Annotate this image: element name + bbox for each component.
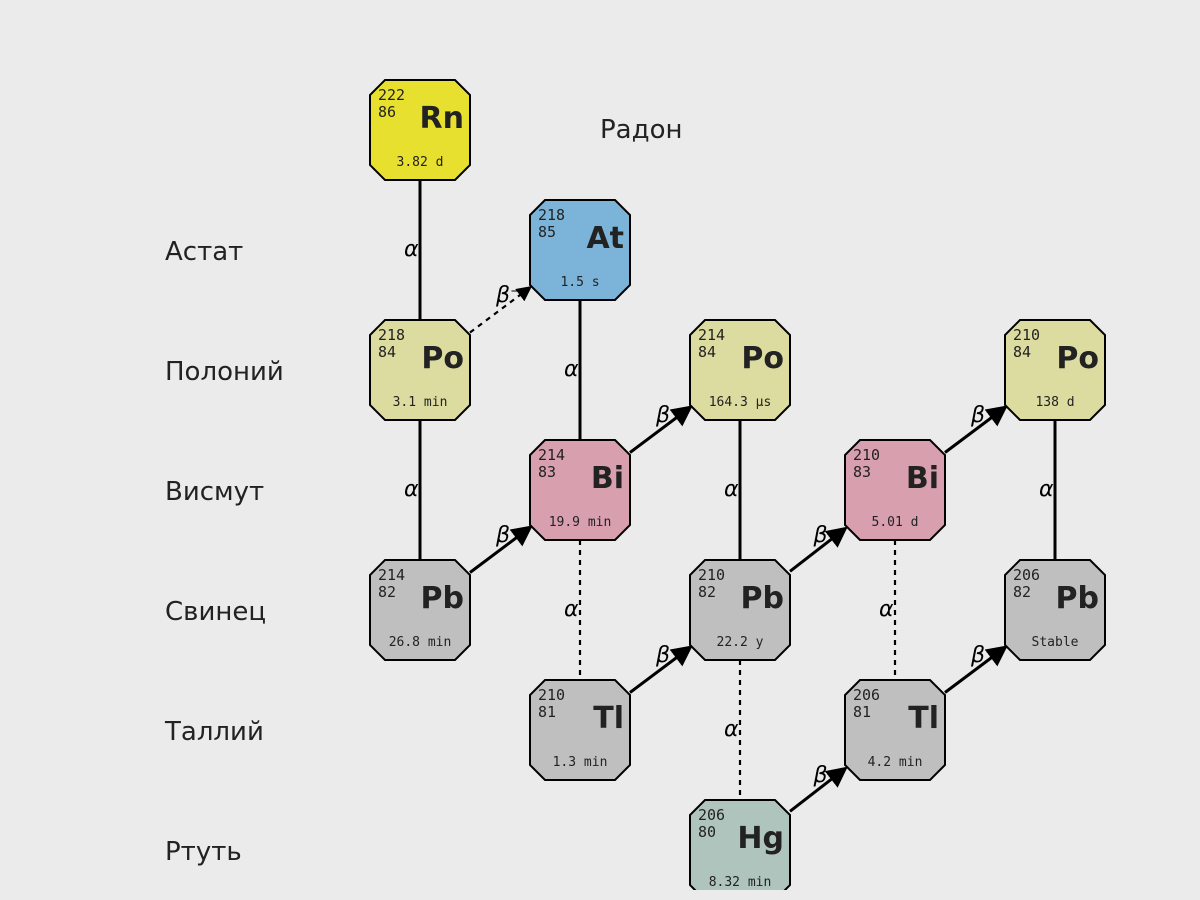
element-row-label: Радон bbox=[600, 115, 683, 145]
isotope-node-Tl210: 21081 Tl 1.3 min bbox=[530, 680, 630, 780]
atomic-number: 83 bbox=[538, 463, 556, 481]
mass-number: 210 bbox=[538, 686, 565, 704]
decay-label: α bbox=[404, 477, 419, 502]
diagram-card: α β⁻ α α β⁻ β⁻ α α β⁻ β⁻ β⁻ α α α β⁻ β⁻ 22286 Rn 3.82 d 21… bbox=[10, 10, 1190, 890]
element-symbol: Bi bbox=[906, 461, 939, 496]
decay-label: α bbox=[879, 597, 894, 622]
element-symbol: Po bbox=[1056, 341, 1099, 376]
atomic-number: 82 bbox=[378, 583, 396, 601]
decay-label: α bbox=[1039, 477, 1054, 502]
isotope-node-Hg206: 20680 Hg 8.32 min bbox=[690, 800, 790, 890]
element-symbol: Pb bbox=[421, 581, 464, 616]
mass-number: 214 bbox=[378, 566, 405, 584]
element-row-label: Свинец bbox=[165, 597, 266, 627]
half-life: 26.8 min bbox=[389, 635, 452, 650]
isotope-node-Bi214: 21483 Bi 19.9 min bbox=[530, 440, 630, 540]
element-symbol: Po bbox=[741, 341, 784, 376]
atomic-number: 84 bbox=[378, 343, 396, 361]
half-life: 3.82 d bbox=[397, 155, 444, 170]
atomic-number: 84 bbox=[1013, 343, 1031, 361]
atomic-number: 82 bbox=[698, 583, 716, 601]
mass-number: 210 bbox=[1013, 326, 1040, 344]
decay-label: α bbox=[564, 357, 579, 382]
decay-label: β⁻ bbox=[813, 763, 840, 788]
mass-number: 218 bbox=[378, 326, 405, 344]
atomic-number: 81 bbox=[538, 703, 556, 721]
mass-number: 206 bbox=[853, 686, 880, 704]
mass-number: 214 bbox=[698, 326, 725, 344]
decay-label: β⁻ bbox=[495, 283, 522, 308]
isotope-node-Po218: 21884 Po 3.1 min bbox=[370, 320, 470, 420]
element-symbol: Pb bbox=[741, 581, 784, 616]
atomic-number: 84 bbox=[698, 343, 716, 361]
element-symbol: Tl bbox=[908, 701, 939, 736]
half-life: 1.3 min bbox=[553, 755, 608, 770]
half-life: 4.2 min bbox=[868, 755, 923, 770]
atomic-number: 82 bbox=[1013, 583, 1031, 601]
half-life: 1.5 s bbox=[560, 275, 599, 290]
element-symbol: Pb bbox=[1056, 581, 1099, 616]
decay-label: β⁻ bbox=[813, 523, 840, 548]
atomic-number: 81 bbox=[853, 703, 871, 721]
decay-chain-svg: α β⁻ α α β⁻ β⁻ α α β⁻ β⁻ β⁻ α α α β⁻ β⁻ 22286 Rn 3.82 d 21… bbox=[10, 10, 1190, 890]
element-symbol: Tl bbox=[593, 701, 624, 736]
atomic-number: 83 bbox=[853, 463, 871, 481]
atomic-number: 85 bbox=[538, 223, 556, 241]
element-symbol: Hg bbox=[737, 821, 784, 856]
element-row-label: Висмут bbox=[165, 477, 264, 507]
element-symbol: At bbox=[586, 221, 624, 256]
isotope-node-At218: 21885 At 1.5 s bbox=[530, 200, 630, 300]
isotope-node-Bi210: 21083 Bi 5.01 d bbox=[845, 440, 945, 540]
decay-label: β⁻ bbox=[495, 523, 522, 548]
decay-label: α bbox=[724, 717, 739, 742]
half-life: 5.01 d bbox=[872, 515, 919, 530]
half-life: 19.9 min bbox=[549, 515, 612, 530]
isotope-node-Po210: 21084 Po 138 d bbox=[1005, 320, 1105, 420]
isotope-node-Pb214: 21482 Pb 26.8 min bbox=[370, 560, 470, 660]
isotope-node-Rn222: 22286 Rn 3.82 d bbox=[370, 80, 470, 180]
half-life: Stable bbox=[1032, 635, 1079, 650]
isotope-node-Pb206: 20682 Pb Stable bbox=[1005, 560, 1105, 660]
decay-label: β⁻ bbox=[970, 643, 997, 668]
element-symbol: Po bbox=[421, 341, 464, 376]
decay-label: β⁻ bbox=[655, 403, 682, 428]
half-life: 3.1 min bbox=[393, 395, 448, 410]
element-row-label: Полоний bbox=[165, 357, 284, 387]
mass-number: 214 bbox=[538, 446, 565, 464]
decay-label: α bbox=[724, 477, 739, 502]
decay-label: β⁻ bbox=[655, 643, 682, 668]
mass-number: 210 bbox=[853, 446, 880, 464]
mass-number: 222 bbox=[378, 86, 405, 104]
element-symbol: Rn bbox=[420, 101, 464, 136]
decay-label: β⁻ bbox=[970, 403, 997, 428]
atomic-number: 86 bbox=[378, 103, 396, 121]
half-life: 138 d bbox=[1035, 395, 1074, 410]
mass-number: 206 bbox=[698, 806, 725, 824]
mass-number: 218 bbox=[538, 206, 565, 224]
half-life: 164.3 µs bbox=[709, 395, 772, 410]
element-symbol: Bi bbox=[591, 461, 624, 496]
mass-number: 210 bbox=[698, 566, 725, 584]
isotope-node-Po214: 21484 Po 164.3 µs bbox=[690, 320, 790, 420]
isotope-node-Tl206: 20681 Tl 4.2 min bbox=[845, 680, 945, 780]
half-life: 8.32 min bbox=[709, 875, 772, 890]
atomic-number: 80 bbox=[698, 823, 716, 841]
element-row-label: Астат bbox=[165, 237, 243, 267]
element-row-label: Ртуть bbox=[165, 837, 242, 867]
decay-label: α bbox=[564, 597, 579, 622]
element-row-label: Таллий bbox=[164, 717, 264, 747]
isotope-node-Pb210: 21082 Pb 22.2 y bbox=[690, 560, 790, 660]
mass-number: 206 bbox=[1013, 566, 1040, 584]
half-life: 22.2 y bbox=[717, 635, 764, 650]
decay-label: α bbox=[404, 237, 419, 262]
